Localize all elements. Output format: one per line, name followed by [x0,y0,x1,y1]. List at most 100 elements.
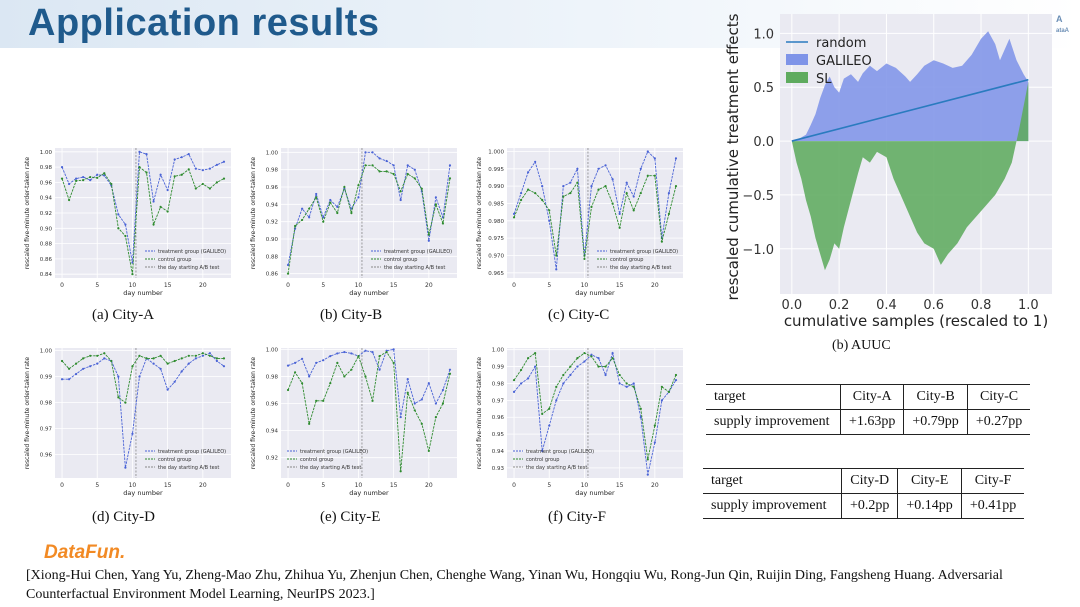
y-axis-label: rescaled cumulative treatment effects [724,13,742,300]
data-point [315,361,318,364]
data-point [392,164,395,167]
data-point [152,357,155,360]
data-point [562,195,565,198]
legend-label: treatment group (GALILEO) [610,249,678,255]
data-point [420,422,423,425]
series-line [62,352,225,468]
plot-area [55,348,231,478]
data-point [541,185,544,188]
data-point [406,172,409,176]
data-point [187,153,190,156]
data-point [427,382,430,385]
data-point [660,385,663,388]
data-point [67,367,71,370]
data-point [611,178,614,181]
data-point [653,441,656,444]
x-tick-label: 20 [651,482,659,489]
y-tick-label: −0.5 [742,189,774,204]
data-point [378,157,381,160]
data-point [124,466,127,469]
data-point [555,268,558,271]
data-point [534,160,537,163]
data-point [399,198,402,202]
data-point [576,365,579,368]
data-point [180,370,183,373]
data-point [548,407,551,410]
data-point [152,362,155,365]
table-header-cell: City-B [903,384,968,410]
x-tick-label: 0.8 [971,298,992,313]
data-point [308,422,311,425]
x-tick-label: 15 [616,282,624,289]
data-point [194,167,197,170]
data-point [632,385,635,388]
y-tick-label: 0.990 [488,184,504,190]
caption-city-b: (b) City-B [320,307,383,323]
x-axis-label: day number [575,289,615,297]
data-point [448,164,452,167]
data-point [611,351,614,355]
data-point [131,365,134,368]
data-point [173,158,176,161]
y-tick-label: 1.00 [40,150,53,156]
data-point [625,181,628,184]
data-point [371,164,374,167]
y-tick-label: 0.95 [492,432,505,438]
data-point [667,191,671,195]
data-point [315,196,318,199]
x-tick-label: 0.6 [923,298,944,313]
data-point [315,399,318,402]
data-point [427,239,430,242]
data-point [89,365,92,368]
data-point [166,188,169,192]
data-point [286,272,290,275]
data-point [413,402,416,405]
data-point [187,362,190,365]
data-point [519,368,523,372]
data-point [385,159,388,163]
data-point [646,473,649,476]
data-point [82,367,85,370]
data-point [527,171,530,174]
data-point [194,354,197,357]
data-point [89,179,92,182]
y-tick-label: 0.96 [492,415,505,421]
chart-city-e: 0.92 0.94 0.96 0.98 1.00 0 5 10 15 20 treatment gr… [250,347,457,497]
y-tick-label: 0.92 [40,211,52,217]
y-tick-label: 0.96 [266,185,279,191]
data-point [399,190,402,193]
data-point [512,390,516,393]
data-point [434,415,437,419]
data-point [357,184,360,187]
y-tick-label: 0.5 [753,81,774,96]
data-point [555,385,558,388]
data-point [329,198,332,202]
data-point [448,368,452,371]
data-point [67,198,71,202]
y-tick-label: 0.93 [492,466,505,472]
y-axis-label: rescaled five-minute order-taken rate [476,157,483,269]
plot-area [507,348,683,478]
caption-city-e: (e) City-E [320,509,381,525]
data-point [569,365,572,368]
data-point [625,382,628,385]
data-point [208,352,211,355]
series-line [287,151,451,266]
data-point [208,167,211,170]
random-line [791,78,1029,142]
data-point [145,357,148,360]
data-point [639,416,642,419]
y-tick-label: 0.965 [488,271,504,277]
data-point [548,209,551,212]
data-point [378,355,381,358]
y-tick-label: 0.88 [266,254,279,260]
x-axis-label: cumulative samples (rescaled to 1) [784,312,1048,330]
results-table-2: target City-D City-E City-F supply impro… [703,468,1025,519]
data-point [527,357,530,360]
legend-label: control group [526,457,559,463]
data-point [448,372,452,375]
data-point [301,218,304,222]
x-tick-label: 5 [95,482,99,489]
data-point [180,156,183,159]
data-point [180,357,183,360]
